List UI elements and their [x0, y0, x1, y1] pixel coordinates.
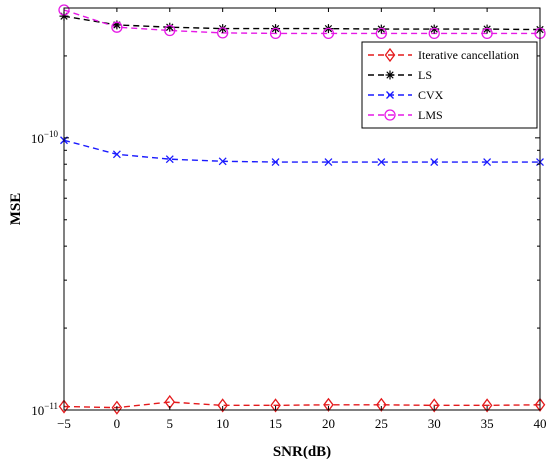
x-tick-label: 5 — [167, 416, 174, 431]
data-point-cvx — [165, 155, 174, 164]
data-point-lms — [428, 27, 440, 40]
legend-marker-ls — [385, 70, 395, 80]
y-tick-label: 10−11 — [31, 401, 58, 418]
x-tick-label: −5 — [57, 416, 71, 431]
data-point-cvx — [483, 158, 492, 166]
x-tick-label: 15 — [269, 416, 282, 431]
data-point-iterative-cancellation — [534, 397, 546, 412]
x-tick-label: 30 — [428, 416, 441, 431]
plot-frame — [63, 7, 541, 411]
data-point-iterative-cancellation — [111, 400, 123, 415]
x-tick-label: 0 — [114, 416, 121, 431]
tick-labels: −5 0 5 10 15 20 25 30 35 40 10−11 10−10 — [31, 129, 547, 431]
x-tick-label: 20 — [322, 416, 335, 431]
data-point-cvx — [112, 150, 121, 159]
data-point-iterative-cancellation — [270, 398, 281, 413]
data-point-lms — [111, 21, 123, 33]
legend-marker-iterative-cancellation — [384, 47, 396, 63]
legend-marker-cvx — [386, 91, 394, 99]
legend-label-lms: LMS — [418, 108, 443, 122]
data-point-iterative-cancellation — [376, 397, 387, 412]
legend: Iterative cancellation LS CVX LMS — [361, 41, 538, 129]
y-tick-label: 10−10 — [31, 129, 59, 146]
data-point-iterative-cancellation — [323, 397, 334, 412]
data-point-cvx — [430, 158, 439, 166]
data-point-iterative-cancellation — [58, 399, 70, 414]
data-point-cvx — [377, 158, 386, 166]
data-point-cvx — [218, 157, 227, 166]
series-line-lms — [63, 9, 540, 35]
x-tick-label: 40 — [534, 416, 547, 431]
series-line-cvx — [63, 139, 540, 163]
data-point-iterative-cancellation — [217, 398, 228, 413]
data-point-lms — [481, 27, 493, 40]
data-point-cvx — [271, 158, 280, 166]
data-point-iterative-cancellation — [481, 398, 493, 413]
data-point-iterative-cancellation — [428, 398, 440, 413]
series-lines — [63, 9, 541, 409]
legend-box — [361, 41, 538, 129]
data-point-lms — [322, 27, 335, 40]
data-point-lms — [375, 27, 387, 40]
series-line-ls — [63, 15, 541, 31]
legend-label-ls: LS — [418, 68, 432, 82]
x-tick-label: 25 — [375, 416, 388, 431]
data-point-lms — [217, 27, 229, 39]
legend-label-iterative-cancellation: Iterative cancellation — [418, 48, 519, 62]
data-point-cvx — [324, 158, 333, 166]
legend-marker-lms — [384, 109, 396, 121]
x-axis-label: SNR(dB) — [273, 444, 331, 460]
series-markers — [58, 4, 546, 415]
y-axis-label: MSE — [8, 193, 24, 226]
data-point-lms — [164, 24, 176, 37]
legend-label-cvx: CVX — [418, 88, 444, 102]
x-tick-label: 35 — [481, 416, 494, 431]
data-point-lms — [269, 27, 282, 40]
x-tick-label: 10 — [216, 416, 229, 431]
